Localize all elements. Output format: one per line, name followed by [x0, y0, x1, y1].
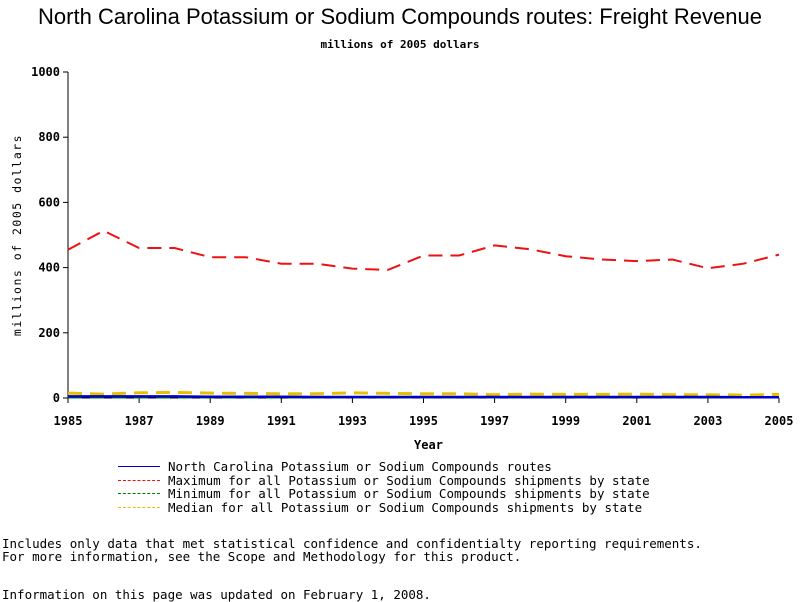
legend-label: Minimum for all Potassium or Sodium Comp…	[168, 486, 650, 502]
y-tick-label: 600	[38, 195, 60, 209]
legend-swatch	[118, 506, 160, 508]
y-tick-label: 800	[38, 130, 60, 144]
series-line-0	[68, 395, 779, 399]
legend-item: Median for all Potassium or Sodium Compo…	[118, 499, 650, 515]
legend-item: Minimum for all Potassium or Sodium Comp…	[118, 486, 650, 502]
legend-label: Median for all Potassium or Sodium Compo…	[168, 499, 643, 515]
methodology-note: For more information, see the Scope and …	[2, 549, 522, 564]
y-tick-label: 400	[38, 261, 60, 275]
legend-item: North Carolina Potassium or Sodium Compo…	[118, 459, 650, 475]
legend-label: Maximum for all Potassium or Sodium Comp…	[168, 472, 650, 488]
updated-note: Information on this page was updated on …	[2, 587, 431, 602]
x-axis-label: Year	[414, 438, 443, 452]
chart-subtitle: millions of 2005 dollars	[320, 38, 480, 51]
y-tick-label: 200	[38, 326, 60, 340]
legend-item: Maximum for all Potassium or Sodium Comp…	[118, 472, 650, 488]
line-chart: 0 200 400 600 800 1000 1985 1987 1989 1991 1993 199…	[10, 65, 794, 452]
y-tick-label: 1000	[31, 65, 60, 79]
legend-label: North Carolina Potassium or Sodium Compo…	[168, 459, 552, 475]
x-tick-label: 1999	[551, 414, 580, 428]
x-tick-label: 1993	[338, 414, 367, 428]
x-tick-label: 1989	[196, 414, 225, 428]
legend-swatch	[118, 479, 160, 481]
x-tick-label: 1995	[409, 414, 438, 428]
x-tick-label: 2003	[693, 414, 722, 428]
series-line-3	[67, 390, 780, 397]
x-tick-label: 1997	[480, 414, 509, 428]
chart-title: North Carolina Potassium or Sodium Compo…	[38, 4, 762, 29]
x-tick-label: 2001	[622, 414, 651, 428]
x-tick-label: 1991	[267, 414, 296, 428]
x-tick-label: 1985	[54, 414, 83, 428]
confidence-note: Includes only data that met statistical …	[2, 536, 702, 551]
chart-legend: North Carolina Potassium or Sodium Compo…	[118, 459, 650, 515]
y-axis-label: millions of 2005 dollars	[10, 134, 24, 336]
x-tick-label: 2005	[765, 414, 794, 428]
x-tick-label: 1987	[125, 414, 154, 428]
legend-swatch	[118, 466, 160, 468]
series-line-1	[67, 229, 780, 271]
y-tick-label: 0	[53, 391, 60, 405]
legend-swatch	[118, 493, 160, 495]
